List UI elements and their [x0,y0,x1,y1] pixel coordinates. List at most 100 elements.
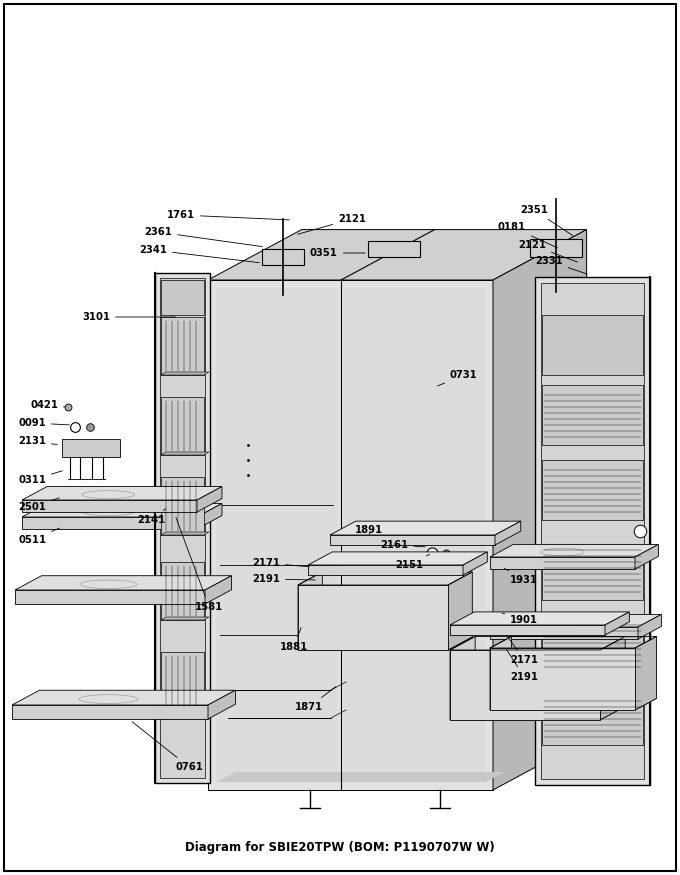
Text: 2331: 2331 [535,256,588,274]
Text: 2191: 2191 [252,574,316,584]
Text: 2141: 2141 [137,508,166,525]
Text: 0511: 0511 [18,528,59,545]
Polygon shape [161,372,209,375]
Polygon shape [450,636,475,720]
Polygon shape [495,522,521,545]
Text: 1901: 1901 [502,613,538,625]
Polygon shape [161,280,204,315]
Text: 2171: 2171 [252,558,309,568]
Text: Diagram for SBIE20TPW (BOM: P1190707W W): Diagram for SBIE20TPW (BOM: P1190707W W) [185,841,495,853]
Polygon shape [463,552,488,575]
Text: 1581: 1581 [176,518,223,612]
Polygon shape [22,500,197,512]
Polygon shape [490,544,658,557]
Text: 0351: 0351 [310,248,365,258]
Polygon shape [22,487,222,500]
Text: 1871: 1871 [295,687,336,712]
Polygon shape [635,636,656,710]
Polygon shape [344,288,485,782]
Polygon shape [448,572,473,650]
Polygon shape [161,397,204,455]
Polygon shape [450,625,605,635]
Polygon shape [160,278,205,778]
Polygon shape [205,576,231,604]
Polygon shape [161,652,204,710]
Text: 1931: 1931 [505,569,538,585]
Polygon shape [605,612,629,635]
Polygon shape [535,277,650,785]
Polygon shape [208,690,235,719]
Text: 1761: 1761 [167,210,289,220]
Polygon shape [22,517,197,529]
Polygon shape [600,636,625,720]
Polygon shape [161,317,204,375]
Polygon shape [22,503,222,517]
Polygon shape [161,532,209,535]
Polygon shape [208,229,587,280]
Text: 0181: 0181 [498,222,558,248]
Polygon shape [155,273,210,783]
Polygon shape [308,552,488,565]
Polygon shape [542,695,643,745]
Polygon shape [638,614,662,639]
Polygon shape [330,535,495,545]
Polygon shape [161,562,204,620]
Text: 2351: 2351 [520,205,573,235]
Text: 3101: 3101 [82,312,175,322]
Polygon shape [62,439,120,457]
Polygon shape [15,576,231,590]
Polygon shape [216,772,505,782]
Polygon shape [530,239,582,257]
Polygon shape [12,705,208,719]
Polygon shape [450,650,600,720]
Polygon shape [490,648,635,710]
Polygon shape [161,707,209,710]
Text: 2151: 2151 [395,554,430,570]
Polygon shape [330,522,521,535]
Text: 2501: 2501 [18,498,59,512]
Text: 1891: 1891 [355,525,383,535]
Text: 0311: 0311 [18,471,63,485]
Text: 2341: 2341 [139,245,259,262]
Text: 2171: 2171 [507,635,538,665]
Polygon shape [493,229,587,790]
Polygon shape [542,545,643,600]
Polygon shape [216,288,338,782]
Text: 0421: 0421 [30,400,65,410]
Polygon shape [490,636,511,710]
Text: 0091: 0091 [18,418,69,428]
Polygon shape [450,706,625,720]
Polygon shape [450,612,629,625]
Text: 2161: 2161 [380,540,425,550]
Text: 2191: 2191 [507,649,538,682]
Polygon shape [490,557,635,569]
Polygon shape [635,544,658,569]
Text: 2131: 2131 [18,436,57,446]
Text: 0731: 0731 [437,370,478,386]
Polygon shape [542,385,643,445]
Polygon shape [542,315,643,375]
Text: 2361: 2361 [144,227,262,247]
Polygon shape [541,283,644,779]
Polygon shape [208,280,493,790]
Polygon shape [197,487,222,512]
Text: 2121: 2121 [518,240,577,262]
Polygon shape [490,614,662,627]
Polygon shape [298,572,322,650]
Polygon shape [161,617,209,620]
Polygon shape [368,241,420,257]
Text: 0761: 0761 [132,722,203,772]
Polygon shape [15,590,205,604]
Polygon shape [308,565,463,575]
Polygon shape [542,620,643,675]
Text: 1881: 1881 [280,627,308,652]
Polygon shape [490,627,638,639]
Polygon shape [161,452,209,455]
Polygon shape [161,477,204,535]
Polygon shape [12,690,235,705]
Polygon shape [490,698,656,710]
Polygon shape [262,249,304,265]
Polygon shape [197,503,222,529]
Polygon shape [542,460,643,520]
Polygon shape [298,637,473,650]
